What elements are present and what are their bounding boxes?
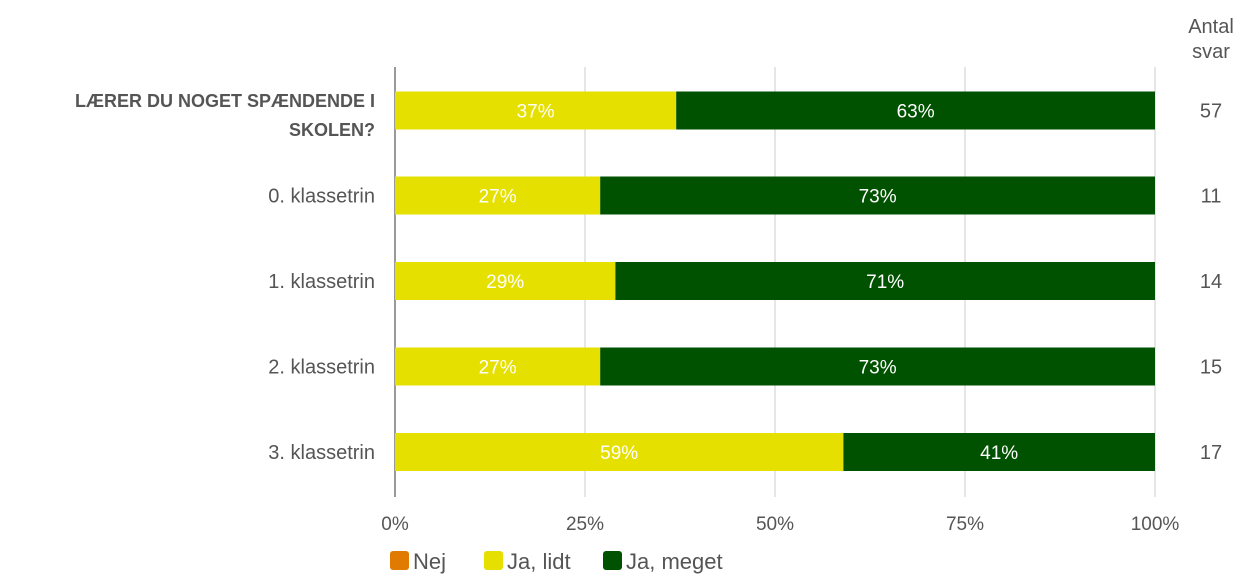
- bar-segment: [676, 91, 1155, 130]
- bar-segment: [395, 433, 844, 471]
- category-label: 2. klassetrin: [268, 357, 375, 379]
- count-value: 11: [1201, 186, 1222, 208]
- legend-label: Nej: [413, 549, 446, 574]
- legend-label: Ja, lidt: [507, 549, 571, 574]
- bar-segment: [395, 347, 601, 386]
- count-value: 17: [1200, 442, 1222, 464]
- data-label: 29%: [486, 272, 524, 293]
- category-label: 0. klassetrin: [268, 186, 375, 208]
- bar-segment: [600, 176, 1155, 215]
- bar-segment: [843, 433, 1155, 471]
- count-value: 14: [1200, 271, 1222, 293]
- data-label: 27%: [479, 187, 517, 208]
- x-tick-labels: 0% 25% 50% 75% 100%: [381, 514, 1179, 535]
- x-tick-label: 50%: [756, 514, 794, 535]
- data-label: 27%: [479, 358, 517, 379]
- data-label: 71%: [866, 272, 904, 293]
- bars: 37% 63% 27% 73% 29% 71% 27% 73% 59% 41%: [395, 91, 1155, 471]
- bar-segment: [615, 262, 1155, 300]
- x-tick-label: 25%: [566, 514, 604, 535]
- bar-segment: [395, 262, 616, 300]
- category-label: 1. klassetrin: [268, 271, 375, 293]
- counts-header: Antal svar: [1188, 16, 1234, 63]
- bar-segment: [600, 347, 1155, 386]
- count-value: 15: [1200, 357, 1222, 379]
- x-tick-label: 75%: [946, 514, 984, 535]
- category-label: LÆRER DU NOGET SPÆNDENDE I SKOLEN?: [75, 91, 375, 140]
- legend-label: Ja, meget: [626, 549, 723, 574]
- data-label: 63%: [897, 102, 935, 123]
- legend-swatch: [484, 551, 503, 570]
- category-label: 3. klassetrin: [268, 442, 375, 464]
- bar-segment: [395, 176, 601, 215]
- category-labels: LÆRER DU NOGET SPÆNDENDE I SKOLEN? 0. klas…: [75, 91, 375, 464]
- x-tick-label: 0%: [381, 514, 409, 535]
- count-column: Antal svar 57 11 14 15 17: [1188, 16, 1234, 464]
- legend-swatch: [390, 551, 409, 570]
- x-tick-label: 100%: [1131, 514, 1180, 535]
- legend: Nej Ja, lidt Ja, meget: [390, 549, 723, 574]
- bar-segment: [395, 91, 677, 130]
- legend-swatch: [603, 551, 622, 570]
- data-label: 37%: [517, 102, 555, 123]
- data-label: 41%: [980, 443, 1018, 464]
- data-label: 59%: [600, 443, 638, 464]
- data-label: 73%: [859, 187, 897, 208]
- data-label: 73%: [859, 358, 897, 379]
- count-value: 57: [1200, 101, 1222, 123]
